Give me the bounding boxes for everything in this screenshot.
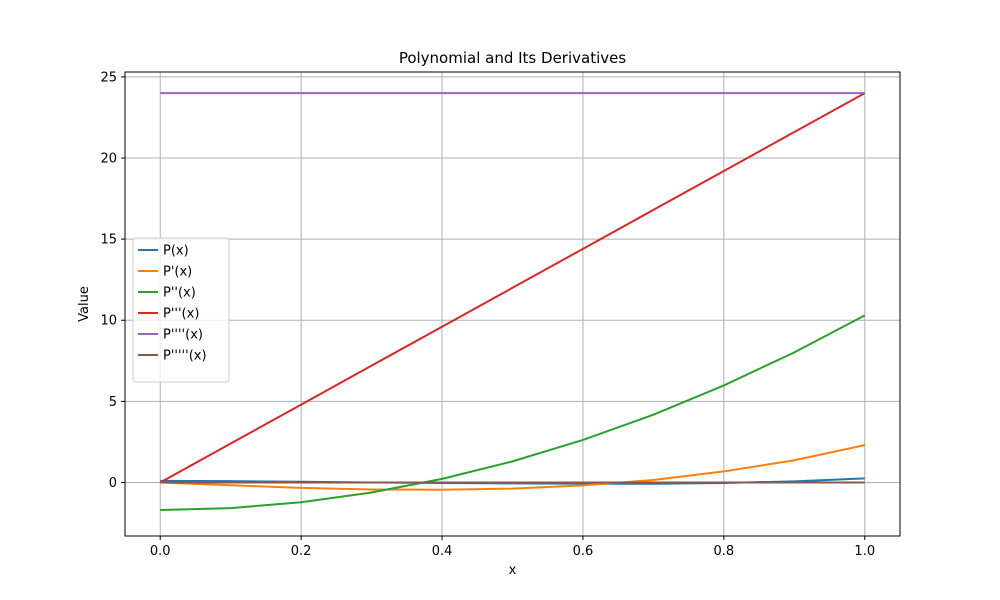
x-tick-label: 0.8 [714,544,735,559]
plot-frame [124,71,901,537]
x-tick-label: 0.6 [573,544,594,559]
x-tick-label: 1.0 [854,544,875,559]
y-tick-label: 10 [100,314,117,329]
y-tick-label: 0 [109,476,117,491]
legend-label: P'''''(x) [163,349,207,364]
x-tick-label: 0.4 [432,544,453,559]
y-tick-label: 20 [100,151,117,166]
y-tick-label: 5 [109,395,117,410]
x-tick-label: 0.0 [150,544,171,559]
axis-ticks: 0.0 0.2 0.4 0.6 0.8 1.0 0 5 10 15 20 25 [100,70,875,559]
legend-label: P''''(x) [163,328,203,343]
series-line-4 [159,92,866,484]
legend-label: P'(x) [163,265,192,280]
series-lines [159,92,866,512]
legend: P(x) P'(x) P''(x) P'''(x) P''''(x) P'''''(x) [132,237,230,383]
y-axis-label: Value [77,286,92,322]
legend-label: P''(x) [163,286,196,301]
legend-label: P'''(x) [163,307,199,322]
series-line-3 [160,314,866,512]
legend-label: P(x) [163,244,189,259]
x-tick-label: 0.2 [291,544,312,559]
series-line-2 [160,444,865,491]
chart-title: Polynomial and Its Derivatives [399,49,627,67]
y-tick-label: 25 [100,70,117,85]
legend-box [132,237,230,383]
x-axis-label: x [509,563,517,578]
y-tick-label: 15 [100,233,117,248]
